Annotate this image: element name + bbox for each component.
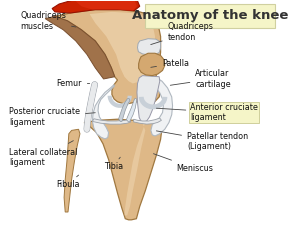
Polygon shape	[134, 118, 161, 124]
Text: Anatomy of the knee: Anatomy of the knee	[132, 9, 288, 22]
Polygon shape	[149, 77, 172, 136]
Polygon shape	[137, 76, 160, 122]
Polygon shape	[55, 10, 160, 104]
Polygon shape	[124, 121, 145, 215]
Polygon shape	[139, 53, 165, 76]
Text: Lateral collateral
ligament: Lateral collateral ligament	[9, 141, 77, 167]
Polygon shape	[52, 0, 140, 13]
Text: Patellar tendon
(Ligament): Patellar tendon (Ligament)	[156, 131, 248, 151]
Text: Meniscus: Meniscus	[154, 154, 213, 173]
Polygon shape	[92, 85, 114, 139]
Polygon shape	[126, 99, 136, 122]
Text: Articular
cartilage: Articular cartilage	[170, 69, 231, 89]
FancyBboxPatch shape	[145, 4, 274, 27]
Text: Posterior cruciate
ligament: Posterior cruciate ligament	[9, 107, 95, 127]
Polygon shape	[137, 39, 160, 55]
Polygon shape	[84, 119, 162, 220]
Text: Fibula: Fibula	[56, 175, 80, 189]
Polygon shape	[45, 16, 115, 79]
Text: Anterior cruciate
ligament: Anterior cruciate ligament	[156, 103, 258, 122]
Text: Tibia: Tibia	[103, 157, 123, 171]
Polygon shape	[76, 0, 137, 11]
Polygon shape	[90, 12, 155, 83]
Polygon shape	[64, 129, 80, 212]
Text: Femur: Femur	[56, 79, 90, 88]
Polygon shape	[92, 119, 131, 124]
Text: Quadriceps
tendon: Quadriceps tendon	[151, 22, 213, 45]
Text: Quadriceps
muscles: Quadriceps muscles	[20, 11, 76, 31]
Text: Patella: Patella	[151, 59, 189, 68]
Polygon shape	[118, 99, 130, 122]
